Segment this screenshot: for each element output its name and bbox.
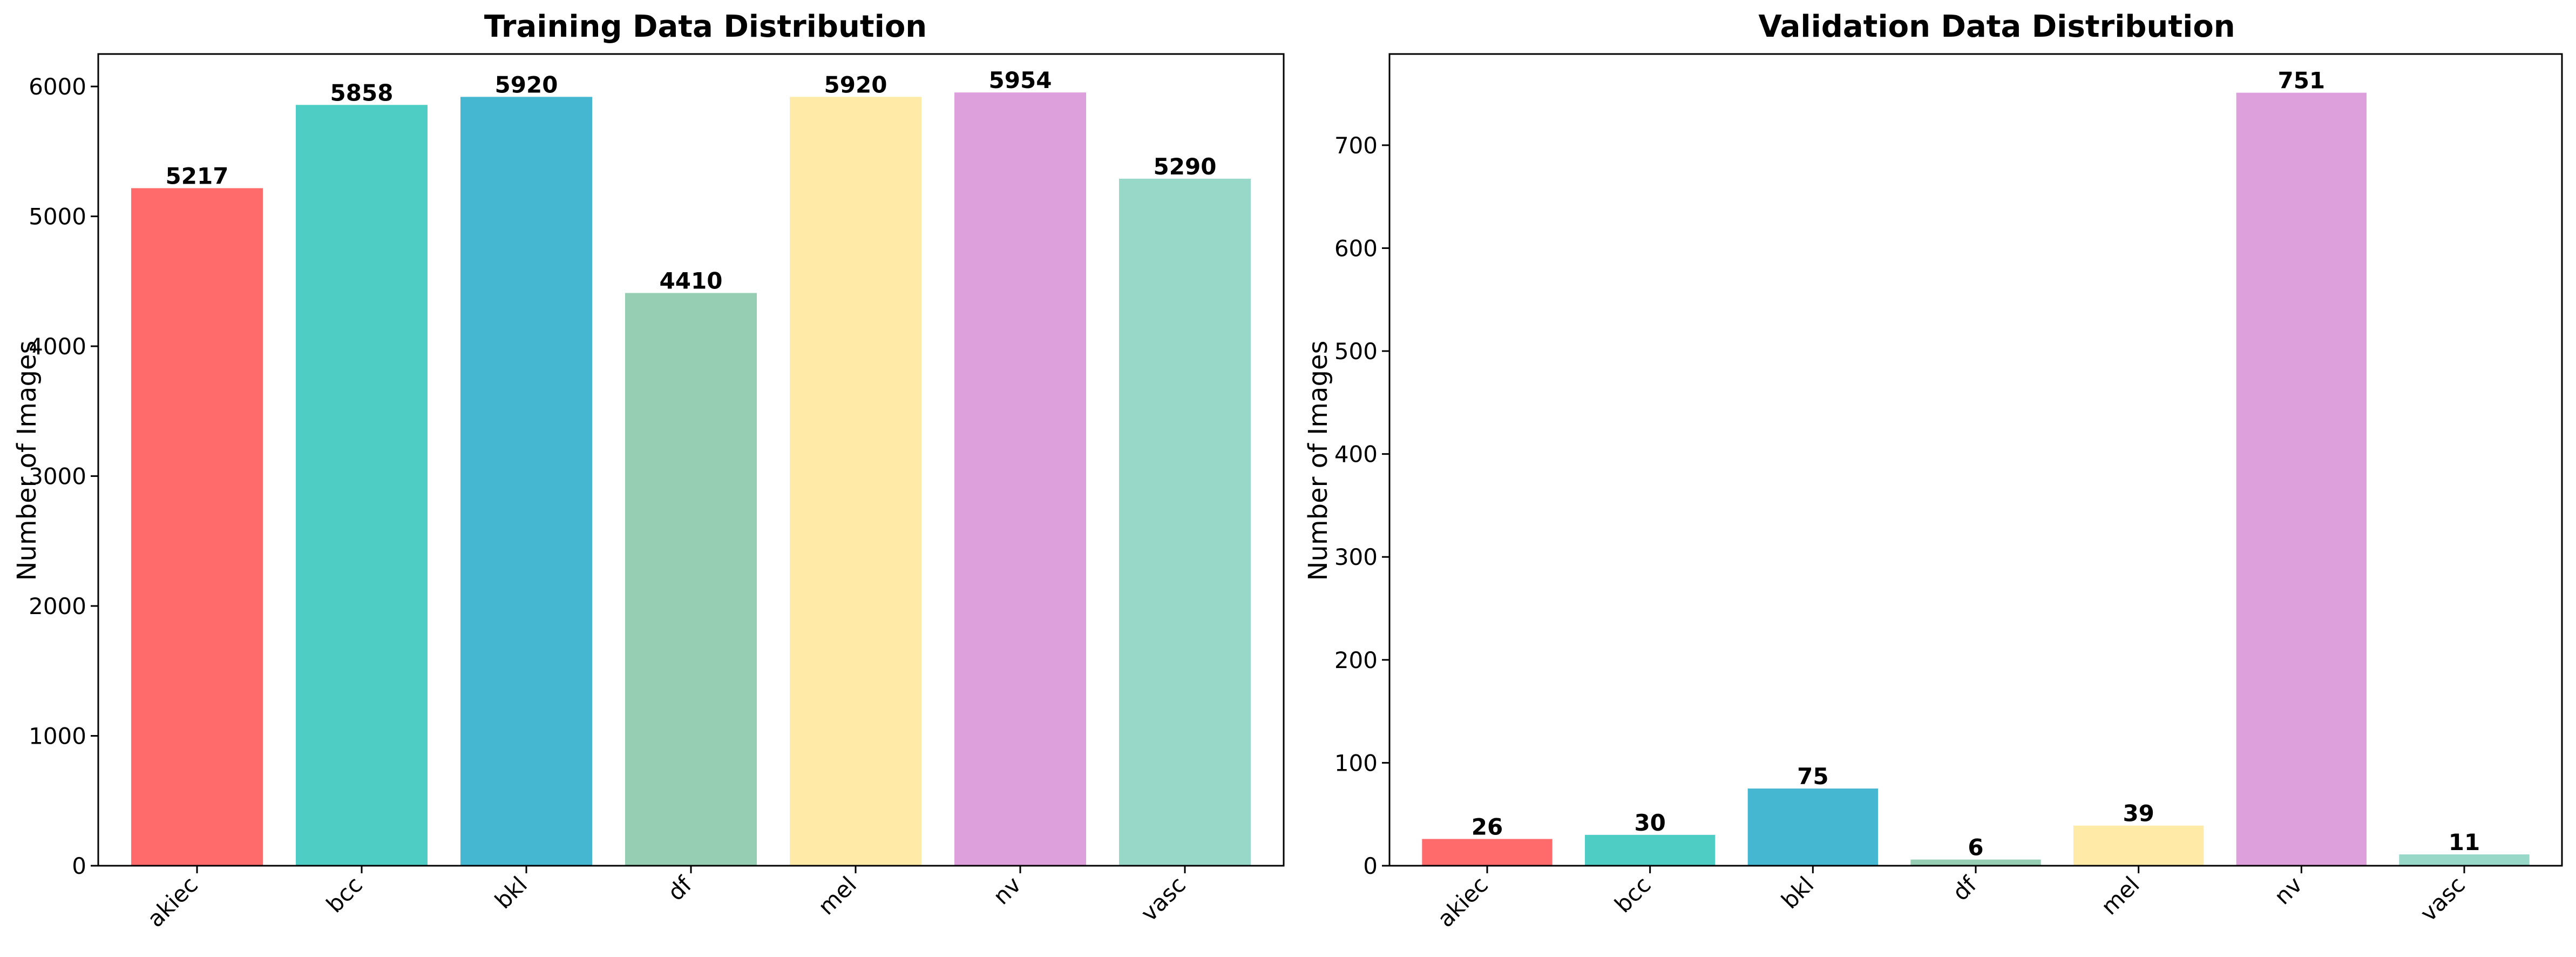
validation-y-tick-label-600: 600 [1334, 235, 1378, 261]
validation-y-tick-label-300: 300 [1334, 544, 1378, 570]
training-bar-akiec [131, 188, 263, 866]
validation-y-tick-label-700: 700 [1334, 132, 1378, 159]
training-y-tick-label-0: 0 [72, 853, 86, 879]
validation-bar-akiec [1422, 839, 1553, 866]
training-bar-bkl [460, 97, 592, 866]
training-data-label-mel: 5920 [824, 71, 887, 98]
validation-data-label-df: 6 [1968, 834, 1983, 861]
validation-data-label-bkl: 75 [1797, 763, 1828, 790]
validation-data-label-nv: 751 [2277, 68, 2325, 94]
training-y-axis-label: Number of Images [12, 341, 42, 581]
training-y-tick-label-1000: 1000 [29, 723, 86, 750]
training-y-tick-label-5000: 5000 [29, 204, 86, 230]
validation-bar-bcc [1585, 834, 1716, 866]
validation-axes-frame [1388, 53, 2563, 867]
validation-y-tick-label-400: 400 [1334, 441, 1378, 468]
training-y-tick-label-2000: 2000 [29, 593, 86, 619]
training-axes-frame [97, 53, 1285, 867]
training-data-label-vasc: 5290 [1154, 153, 1217, 180]
validation-y-tick-label-0: 0 [1363, 853, 1378, 879]
validation-data-label-mel: 39 [2123, 800, 2154, 827]
training-y-tick-label-3000: 3000 [29, 463, 86, 490]
validation-bar-nv [2236, 92, 2367, 866]
validation-chart-title: Validation Data Distribution [1758, 9, 2235, 44]
training-bar-df [625, 293, 757, 866]
validation-bar-bkl [1747, 788, 1878, 866]
training-data-label-akiec: 5217 [166, 163, 229, 189]
training-bar-mel [790, 97, 921, 866]
validation-bar-df [1910, 859, 2041, 866]
validation-data-label-bcc: 30 [1634, 810, 1665, 836]
training-chart-title: Training Data Distribution [484, 9, 927, 44]
training-data-label-df: 4410 [660, 267, 723, 294]
validation-y-tick-label-100: 100 [1334, 750, 1378, 776]
training-data-label-bcc: 5858 [330, 79, 394, 106]
training-bar-nv [954, 92, 1086, 866]
validation-bar-mel [2073, 825, 2204, 866]
training-data-label-nv: 5954 [989, 67, 1052, 93]
training-bar-bcc [296, 105, 428, 866]
training-bar-vasc [1119, 178, 1251, 866]
validation-data-label-akiec: 26 [1472, 813, 1503, 840]
training-data-label-bkl: 5920 [495, 71, 558, 98]
validation-y-tick-label-500: 500 [1334, 338, 1378, 365]
validation-y-tick-label-200: 200 [1334, 647, 1378, 673]
validation-data-label-vasc: 11 [2449, 829, 2480, 855]
training-y-tick-label-6000: 6000 [29, 73, 86, 100]
validation-y-axis-label: Number of Images [1303, 341, 1333, 581]
training-y-tick-label-4000: 4000 [29, 333, 86, 360]
validation-bar-vasc [2399, 854, 2530, 866]
